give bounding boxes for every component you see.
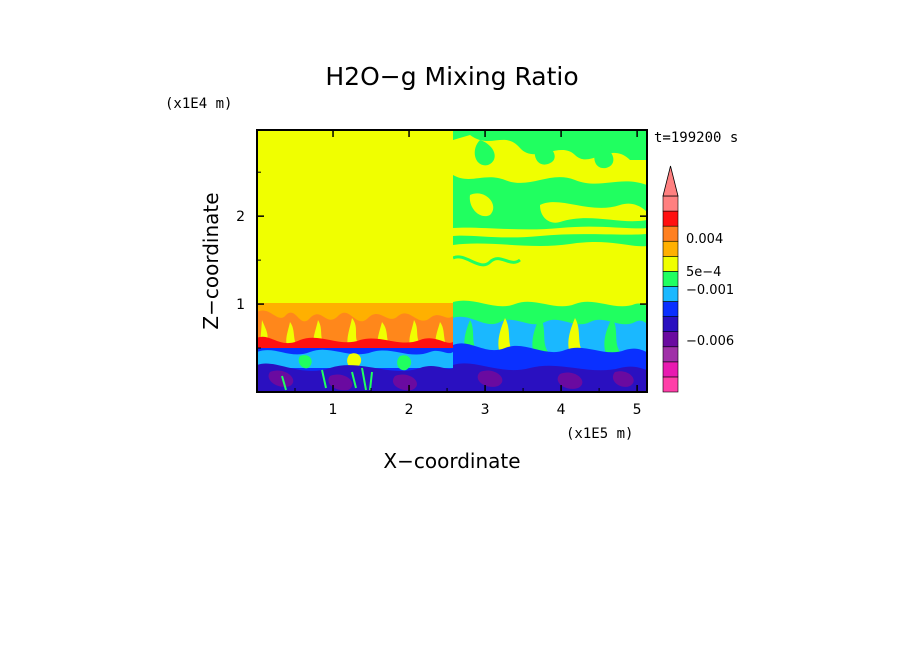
colorbar-level-label: 5e−4 — [686, 265, 721, 280]
y-axis-ticks: 12 — [236, 171, 647, 349]
x-tick-label: 4 — [557, 402, 566, 418]
colorbar-swatch — [662, 240, 679, 257]
heatmap-left-region — [257, 303, 453, 392]
x-tick-label: 2 — [405, 402, 414, 418]
chart-title: H2O−g Mixing Ratio — [325, 62, 578, 91]
colorbar: 0.004 5e−4 −0.001 −0.006 — [662, 165, 734, 393]
colorbar-swatch — [662, 256, 679, 272]
colorbar-swatch — [662, 225, 679, 242]
x-axis-label: X−coordinate — [383, 449, 520, 473]
plot-frame — [256, 129, 648, 393]
time-label: t=199200 s — [654, 130, 738, 146]
colorbar-swatch — [662, 195, 679, 212]
colorbar-level-label: −0.001 — [686, 283, 734, 298]
y-multiplier-label: (x1E4 m) — [165, 96, 232, 112]
colorbar-swatch — [662, 271, 679, 287]
colorbar-swatch — [662, 316, 679, 332]
colorbar-swatch — [662, 210, 679, 227]
colorbar-arrow — [662, 165, 679, 197]
x-axis-ticks: 1 2 3 4 5 — [294, 130, 642, 418]
colorbar-swatch — [662, 361, 679, 378]
x-tick-label: 5 — [633, 402, 642, 418]
heatmap-right-region — [453, 130, 647, 392]
colorbar-swatch — [662, 286, 679, 302]
x-multiplier-label: (x1E5 m) — [566, 426, 633, 442]
colorbar-swatch — [662, 346, 679, 363]
colorbar-swatch — [662, 301, 679, 317]
colorbar-level-label: −0.006 — [686, 334, 734, 349]
x-tick-label: 3 — [481, 402, 490, 418]
colorbar-level-label: 0.004 — [686, 232, 723, 247]
heatmap-field — [257, 130, 647, 392]
y-tick-label: 2 — [236, 209, 245, 225]
colorbar-swatch — [662, 376, 679, 393]
colorbar-swatch — [662, 331, 679, 348]
x-tick-label: 1 — [329, 402, 338, 418]
y-tick-label: 1 — [236, 297, 245, 313]
y-axis-label: Z−coordinate — [199, 192, 223, 329]
